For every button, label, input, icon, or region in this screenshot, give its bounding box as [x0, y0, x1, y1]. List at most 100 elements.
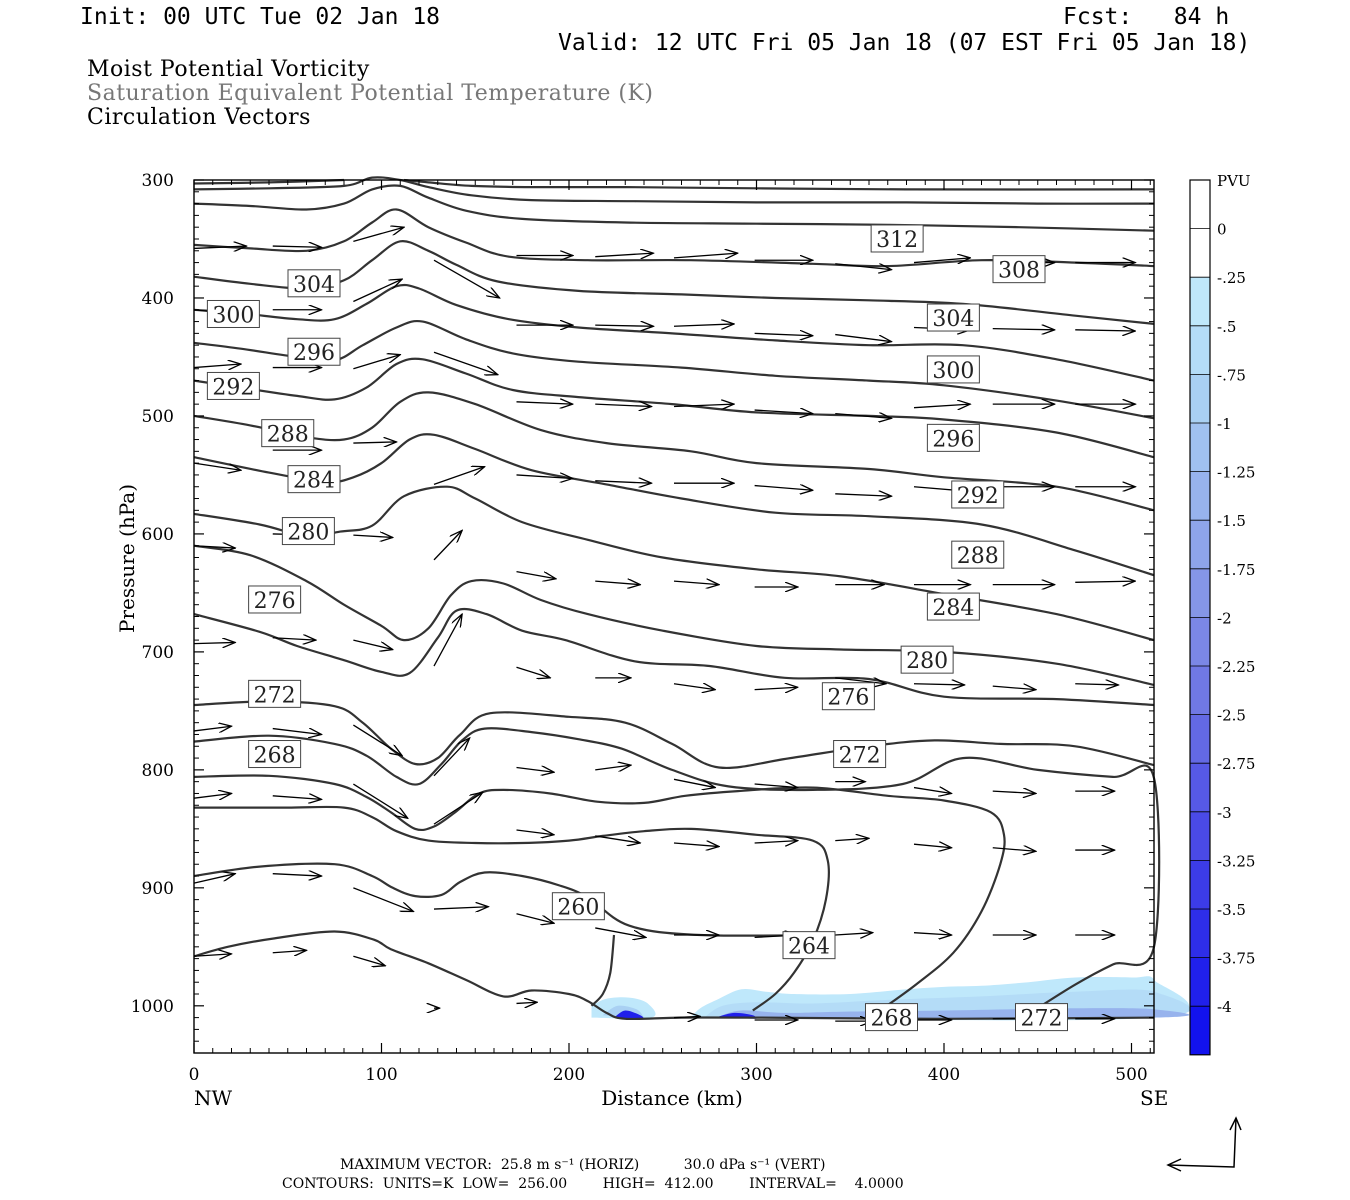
contour-284	[193, 485, 1155, 642]
contour-label: 272	[1021, 1007, 1063, 1032]
circulation-vector	[353, 783, 407, 818]
circulation-vector	[433, 530, 462, 561]
colorbar-swatch	[1190, 811, 1210, 861]
circulation-vector	[353, 535, 392, 537]
colorbar-label: 0	[1217, 221, 1227, 239]
contour-280	[193, 544, 1155, 686]
reference-vector-icon	[1166, 1116, 1242, 1172]
colorbar-swatch	[1190, 763, 1210, 812]
contour-label: 280	[906, 649, 948, 674]
x-axis-title: Distance (km)	[601, 1086, 743, 1110]
x-tick-label: 300	[740, 1065, 772, 1085]
x-tick-label: 500	[1115, 1065, 1147, 1085]
contour-label-box	[782, 931, 836, 960]
colorbar-label: -.75	[1217, 366, 1246, 384]
circulation-vector	[193, 793, 232, 798]
contour-260	[193, 930, 1155, 1021]
contour-268	[193, 774, 1006, 1013]
circulation-vector	[193, 462, 241, 470]
contour-label-box	[248, 740, 302, 769]
contour-label-box	[900, 645, 954, 674]
circulation-vector	[272, 874, 322, 876]
contour-label: 296	[293, 341, 335, 366]
circulation-vector	[516, 666, 551, 678]
colorbar-swatch	[1190, 714, 1210, 764]
contour-label: 304	[293, 273, 335, 298]
contour-label-box	[926, 423, 980, 452]
contour-label-box	[870, 224, 924, 253]
contour-label: 300	[932, 359, 974, 384]
circulation-vector	[913, 404, 970, 408]
contour-324	[403, 178, 1155, 191]
colorbar-swatch	[1190, 666, 1210, 715]
contour-label: 292	[957, 484, 999, 509]
contour-label-box	[992, 255, 1046, 284]
contour-272	[193, 727, 1161, 1016]
contour-304	[193, 283, 1155, 382]
circulation-vector	[433, 259, 500, 298]
contour-label-box	[287, 337, 341, 366]
contour-label-box	[248, 585, 302, 614]
contour-276	[193, 607, 1155, 707]
circulation-vector	[353, 639, 392, 649]
forecast-hour: Fcst: 84 h	[1063, 4, 1230, 30]
contour-label: 292	[212, 375, 254, 400]
circulation-vector	[754, 486, 813, 491]
circulation-vector	[353, 955, 385, 965]
contour-label-box	[551, 892, 605, 921]
colorbar-label: -2	[1217, 609, 1232, 627]
axes: 300 400 500 600 700 800 900 1000 0 100 200 300 400 50…	[115, 171, 1168, 1110]
circulation-vector	[835, 414, 891, 419]
circulation-vector	[516, 571, 556, 579]
circulation-vector	[754, 841, 798, 843]
circulation-vector	[353, 724, 402, 756]
circulation-vector	[673, 404, 734, 406]
circulation-vector	[1075, 330, 1135, 331]
contour-316	[193, 184, 1155, 232]
x-tick-label: 400	[928, 1065, 960, 1085]
circulation-vector	[595, 581, 640, 585]
circulation-vector	[272, 638, 316, 640]
contour-label: 272	[839, 744, 881, 769]
colorbar-label: -2.5	[1217, 707, 1246, 725]
circulation-vector	[433, 907, 488, 909]
plot-border	[193, 179, 1155, 1054]
circulation-vector	[433, 614, 462, 667]
circulation-vector	[516, 475, 573, 479]
contour-label-box	[206, 299, 260, 328]
colorbar-label: -1.75	[1217, 561, 1255, 579]
x-tick-label: 200	[553, 1065, 585, 1085]
circulation-vector	[272, 727, 322, 735]
circulation-vector	[913, 933, 952, 935]
contour-label-box	[926, 355, 980, 384]
colorbar-swatch	[1190, 909, 1210, 958]
x-end-label-left: NW	[194, 1086, 233, 1110]
circulation-vector	[595, 481, 651, 483]
circulation-vector	[516, 402, 573, 404]
contour-296	[193, 357, 1155, 459]
contour-292	[193, 391, 1155, 512]
colorbar-swatch	[1190, 568, 1210, 618]
contour-labels: 312 308 304 304 300 296 300 292 288 296 284 292 280 2…	[206, 224, 1068, 1032]
valid-time: Valid: 12 UTC Fri 05 Jan 18 (07 EST Fri …	[558, 30, 1251, 56]
mpv-region	[719, 1008, 1190, 1019]
plot-frame	[193, 179, 1155, 1054]
circulation-vector	[595, 404, 651, 406]
contour-312	[193, 208, 1155, 268]
init-time: Init: 00 UTC Tue 02 Jan 18	[80, 4, 441, 30]
contour-label: 288	[957, 544, 999, 569]
contour-label: 272	[254, 683, 296, 708]
colorbar-swatch	[1190, 1006, 1210, 1055]
colorbar-title: PVU	[1217, 172, 1251, 190]
circulation-vector	[835, 263, 891, 270]
contour-label: 288	[267, 423, 309, 448]
contour-264	[194, 805, 830, 1012]
colorbar-label: -4	[1217, 998, 1232, 1016]
colorbar-label: -1	[1217, 415, 1232, 433]
contour-label-box	[926, 592, 980, 621]
colorbar-label: -1.5	[1217, 512, 1246, 530]
colorbar-swatch	[1190, 180, 1210, 229]
circulation-vector	[754, 687, 798, 689]
circulation-vector	[913, 788, 952, 794]
